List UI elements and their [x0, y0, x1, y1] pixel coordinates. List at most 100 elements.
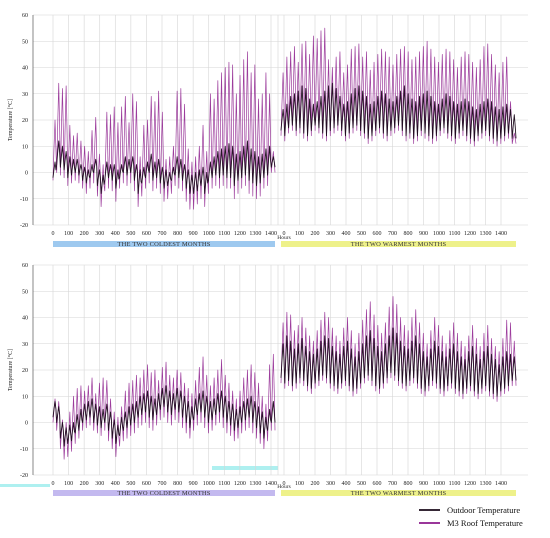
- x-tick-label: 0: [283, 481, 286, 487]
- x-tick-label: 100: [295, 481, 304, 487]
- y-axis-label: Temperature [°C]: [7, 99, 14, 141]
- legend: Outdoor Temperature M3 Roof Temperature: [419, 505, 523, 528]
- x-tick-label: 100: [295, 231, 304, 237]
- x-tick-label: 900: [189, 481, 198, 487]
- cyan-marker: [212, 466, 278, 470]
- x-tick-label: 1400: [495, 231, 507, 237]
- x-axis-label: Hours: [277, 235, 290, 241]
- x-tick-label: 1400: [265, 481, 277, 487]
- x-tick-label: 1100: [218, 481, 230, 487]
- series-line-outdoor: [280, 327, 517, 397]
- x-tick-label: 300: [326, 231, 335, 237]
- series-line-outdoor: [52, 140, 276, 194]
- x-tick-label: 0: [52, 481, 55, 487]
- x-tick-label: 500: [357, 481, 366, 487]
- series-line-roof: [280, 296, 517, 402]
- y-axis-label: Temperature [°C]: [7, 349, 14, 391]
- period-band-label: THE TWO COLDEST MONTHS: [117, 241, 210, 248]
- x-tick-label: 1200: [234, 481, 246, 487]
- x-tick-label: 900: [419, 481, 428, 487]
- x-tick-label: 700: [158, 231, 167, 237]
- y-tick-label: 0: [25, 171, 28, 177]
- series-line-outdoor: [52, 385, 276, 447]
- y-tick-label: 0: [25, 421, 28, 427]
- x-tick-label: 600: [142, 481, 151, 487]
- series-line-roof: [52, 353, 276, 460]
- x-tick-label: 1200: [464, 231, 476, 237]
- period-band: [281, 490, 516, 496]
- y-tick-label: 30: [22, 92, 28, 98]
- y-tick-label: 50: [22, 289, 28, 295]
- x-tick-label: 1300: [480, 231, 492, 237]
- x-tick-label: 1000: [203, 231, 215, 237]
- period-band: [281, 241, 516, 247]
- x-tick-label: 700: [388, 481, 397, 487]
- x-tick-label: 0: [283, 231, 286, 237]
- x-tick-label: 1100: [218, 231, 230, 237]
- x-axis-label: Hours: [277, 484, 290, 490]
- x-tick-label: 100: [64, 481, 73, 487]
- x-tick-label: 1000: [433, 231, 445, 237]
- x-tick-label: 300: [326, 481, 335, 487]
- x-tick-label: 400: [342, 481, 351, 487]
- y-tick-label: -10: [20, 197, 28, 203]
- y-tick-label: 20: [22, 368, 28, 374]
- x-tick-label: 900: [189, 231, 198, 237]
- x-tick-label: 1000: [203, 481, 215, 487]
- legend-label-outdoor: Outdoor Temperature: [447, 505, 520, 515]
- x-tick-label: 800: [173, 231, 182, 237]
- x-tick-label: 200: [311, 481, 320, 487]
- x-tick-label: 100: [64, 231, 73, 237]
- x-tick-label: 400: [342, 231, 351, 237]
- x-tick-label: 800: [404, 481, 413, 487]
- x-tick-label: 800: [173, 481, 182, 487]
- x-tick-label: 600: [373, 481, 382, 487]
- x-tick-label: 700: [388, 231, 397, 237]
- x-tick-label: 300: [95, 231, 104, 237]
- y-tick-label: 20: [22, 118, 28, 124]
- legend-label-roof: M3 Roof Temperature: [447, 518, 523, 528]
- period-band-label: THE TWO WARMEST MONTHS: [351, 241, 447, 248]
- period-band: [53, 490, 275, 496]
- x-tick-label: 1400: [265, 231, 277, 237]
- x-tick-label: 1100: [449, 481, 461, 487]
- x-tick-label: 1200: [234, 231, 246, 237]
- period-band-label: THE TWO WARMEST MONTHS: [351, 490, 447, 497]
- cyan-marker: [0, 484, 50, 487]
- x-tick-label: 500: [126, 481, 135, 487]
- y-tick-label: 60: [22, 13, 28, 19]
- x-tick-label: 700: [158, 481, 167, 487]
- y-tick-label: 40: [22, 316, 28, 322]
- x-tick-label: 0: [52, 231, 55, 237]
- y-tick-label: -10: [20, 447, 28, 453]
- series-line-roof: [280, 27, 517, 147]
- x-tick-label: 500: [126, 231, 135, 237]
- x-tick-label: 600: [142, 231, 151, 237]
- series-line-outdoor: [280, 82, 517, 142]
- x-tick-label: 200: [80, 231, 89, 237]
- y-tick-label: 10: [22, 144, 28, 150]
- period-band: [53, 241, 275, 247]
- x-tick-label: 200: [311, 231, 320, 237]
- x-tick-label: 1400: [495, 481, 507, 487]
- x-tick-label: 800: [404, 231, 413, 237]
- x-tick-label: 1200: [464, 481, 476, 487]
- y-tick-label: -20: [20, 473, 28, 479]
- x-tick-label: 300: [95, 481, 104, 487]
- x-tick-label: 1300: [249, 231, 261, 237]
- x-tick-label: 1000: [433, 481, 445, 487]
- y-tick-label: 40: [22, 66, 28, 72]
- y-tick-label: 10: [22, 394, 28, 400]
- period-band-label: THE TWO COLDEST MONTHS: [117, 490, 210, 497]
- x-tick-label: 1300: [249, 481, 261, 487]
- y-tick-label: 60: [22, 263, 28, 269]
- x-tick-label: 400: [111, 481, 120, 487]
- x-tick-label: 200: [80, 481, 89, 487]
- x-tick-label: 600: [373, 231, 382, 237]
- x-tick-label: 400: [111, 231, 120, 237]
- x-tick-label: 900: [419, 231, 428, 237]
- x-tick-label: 1100: [449, 231, 461, 237]
